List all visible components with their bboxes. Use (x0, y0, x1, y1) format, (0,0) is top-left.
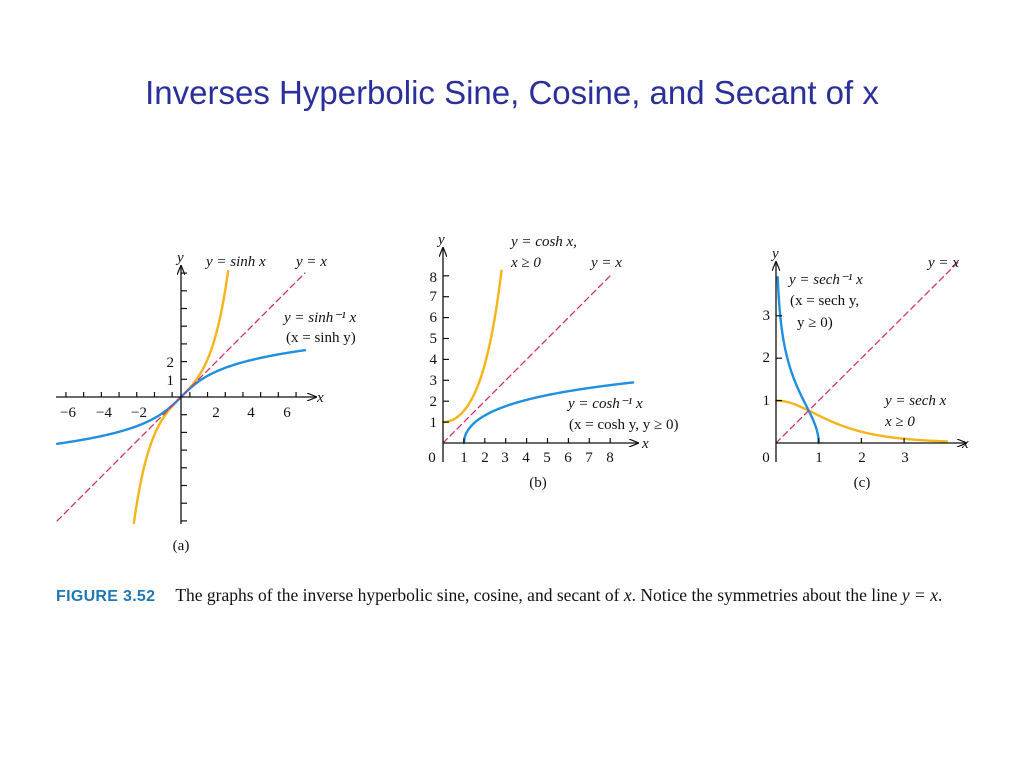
panel-b-x-tick-label: 1 (460, 450, 468, 466)
panel-c-label-sech: y = sech x (883, 393, 947, 409)
panel-a-x-tick-label: −2 (131, 405, 147, 421)
figure-label: FIGURE 3.52 (56, 588, 156, 605)
caption-text-2: . Notice the symmetries about the line (631, 585, 902, 605)
panel-c-label-asech: y = sech⁻¹ x (787, 272, 863, 288)
panel-b-x-tick-label: 5 (543, 450, 551, 466)
panel-c-label-identity: y = x (926, 255, 959, 271)
panel-c-label-asech-range: y ≥ 0) (797, 315, 833, 331)
panel-b-x-tick-label: 8 (606, 450, 614, 466)
panel-b-label: (b) (529, 475, 547, 491)
panel-c-xlabel: x (961, 436, 969, 452)
panel-b-label-cosh-domain: x ≥ 0 (510, 255, 541, 271)
panel-b-y-tick-label: 3 (430, 373, 438, 389)
figure-caption: FIGURE 3.52 The graphs of the inverse hyp… (56, 582, 966, 610)
panel-b-x-tick-label: 4 (522, 450, 530, 466)
panel-c-label: (c) (854, 475, 871, 491)
panel-c-y-tick-label: 2 (763, 350, 771, 366)
panel-c-x-tick-label: 2 (858, 450, 866, 466)
panel-a-y-tick-label: 1 (167, 373, 175, 389)
panel-b-origin-label: 0 (428, 450, 436, 466)
panel-a-label-asinh: y = sinh⁻¹ x (282, 310, 356, 326)
panel-b-acosh-curve (462, 381, 635, 445)
panel-a-xlabel: x (316, 390, 324, 406)
panel-b-x-tick-label: 7 (585, 450, 593, 466)
panel-c-label-sech-domain: x ≥ 0 (884, 414, 915, 430)
panel-b-x-tick-label: 6 (564, 450, 572, 466)
panel-c-ticks (776, 315, 905, 443)
caption-x-var: x (623, 585, 632, 605)
panel-b-plot (441, 269, 635, 445)
panel-b-y-tick-label: 6 (430, 310, 438, 326)
panel-a-ylabel: y (175, 250, 184, 266)
panel-b-y-tick-label: 5 (430, 331, 438, 347)
panel-b-cosh-curve (441, 269, 503, 424)
panel-a-y-tick-label: 2 (167, 355, 175, 371)
panel-b-label-acosh-def: (x = cosh y, y ≥ 0) (569, 417, 678, 433)
panel-b-x-tick-label: 3 (501, 450, 509, 466)
panel-b-y-tick-label: 7 (430, 289, 438, 305)
panel-a-x-tick-label: 4 (247, 405, 255, 421)
panel-c: x y 0 1 2 3 1 2 3 y = x y = sech⁻¹ x (x … (762, 246, 969, 491)
panel-a-ticks (65, 272, 297, 522)
panel-b-label-identity: y = x (589, 255, 622, 271)
panel-a: x y −6 −4 −2 2 4 6 1 2 y = sinh x y = x … (55, 250, 356, 554)
caption-text-1: The graphs of the inverse hyperbolic sin… (175, 585, 624, 605)
panel-a-x-tick-label: −6 (60, 405, 76, 421)
panel-c-identity-line (775, 261, 959, 444)
caption-line-eq: y = x (901, 585, 938, 605)
panel-a-x-tick-label: 6 (283, 405, 291, 421)
panel-c-y-tick-label: 1 (763, 393, 771, 409)
panel-a-label-asinh-def: (x = sinh y) (286, 330, 356, 346)
panel-b-ylabel: y (436, 232, 445, 248)
panel-b-x-tick-label: 2 (481, 450, 489, 466)
panel-b-xlabel: x (641, 436, 649, 452)
panel-c-sech-curve (774, 399, 948, 443)
caption-text-end: . (937, 585, 943, 605)
panel-b-label-cosh: y = cosh x, (509, 234, 577, 250)
panel-b-identity-line (442, 275, 611, 444)
panel-c-plot (774, 261, 959, 445)
panel-c-x-tick-label: 3 (901, 450, 909, 466)
panel-c-y-tick-label: 3 (763, 308, 771, 324)
panel-a-label: (a) (173, 538, 190, 554)
panel-c-ylabel: y (770, 246, 779, 262)
panel-b-ticks (443, 275, 611, 443)
panel-a-x-tick-label: 2 (212, 405, 220, 421)
panel-a-label-sinh: y = sinh x (204, 254, 266, 270)
panel-a-x-tick-label: −4 (96, 405, 112, 421)
panel-b: x y 0 1 2 3 4 5 6 7 8 1 2 3 4 5 6 7 8 y … (428, 232, 678, 491)
panel-b-y-tick-label: 1 (430, 415, 438, 431)
panel-c-x-tick-label: 1 (815, 450, 823, 466)
panel-c-origin-label: 0 (762, 450, 770, 466)
panel-b-y-tick-label: 8 (430, 270, 438, 286)
panel-a-label-identity: y = x (294, 254, 327, 270)
slide-title: Inverses Hyperbolic Sine, Cosine, and Se… (145, 74, 879, 111)
panel-c-label-asech-def: (x = sech y, (790, 293, 859, 309)
panel-b-label-acosh: y = cosh⁻¹ x (566, 396, 643, 412)
panel-b-y-tick-label: 4 (430, 352, 438, 368)
panel-c-asech-curve (776, 275, 820, 445)
panel-b-y-tick-label: 2 (430, 394, 438, 410)
